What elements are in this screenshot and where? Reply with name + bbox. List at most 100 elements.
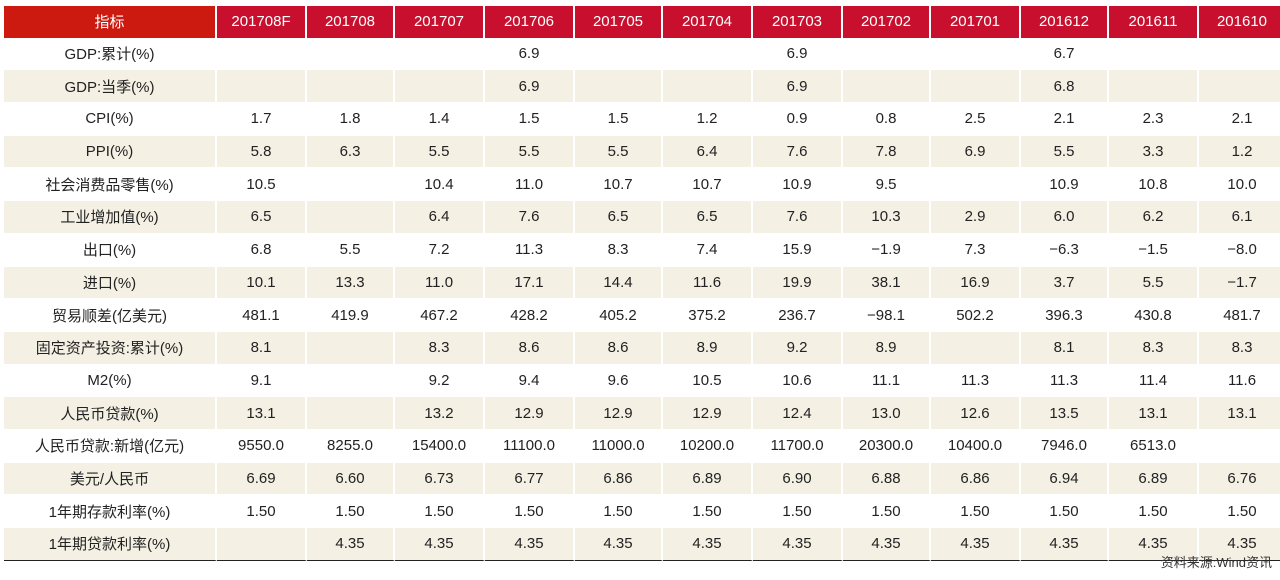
table-cell: 8.3 — [395, 331, 485, 365]
macro-indicator-table: 指标 201708F 201708 201707 201706 201705 201704… — [4, 6, 1280, 561]
table-cell — [843, 37, 931, 71]
table-cell: 19.9 — [753, 266, 843, 300]
table-cell: 9.4 — [485, 364, 575, 398]
header-row: 指标 201708F 201708 201707 201706 201705 201704… — [4, 6, 1280, 38]
table-cell: 10.5 — [217, 168, 307, 202]
table-cell: 6.9 — [753, 37, 843, 71]
row-label: 工业增加值(%) — [4, 201, 217, 234]
table-cell: 11.3 — [1021, 364, 1109, 398]
table-cell: 428.2 — [485, 299, 575, 332]
column-header-201702: 201702 — [843, 6, 931, 38]
table-cell: 1.50 — [1109, 495, 1199, 528]
table-cell: 6.5 — [663, 201, 753, 234]
table-cell: 10.5 — [663, 364, 753, 398]
table-cell: 7.4 — [663, 233, 753, 267]
table-cell: 375.2 — [663, 299, 753, 332]
table-cell: 38.1 — [843, 266, 931, 300]
table-cell: 10.1 — [217, 266, 307, 300]
table-cell: 13.3 — [307, 266, 395, 300]
table-cell: 14.4 — [575, 266, 663, 300]
table-cell: 10.9 — [753, 168, 843, 202]
table-cell: 9.1 — [217, 364, 307, 398]
table-row: GDP:累计(%) 6.9 6.9 6.7 — [4, 37, 1280, 71]
row-label: 出口(%) — [4, 233, 217, 267]
table-cell: −8.0 — [1199, 233, 1280, 267]
table-cell: 6.7 — [1021, 37, 1109, 71]
table-row: M2(%) 9.1 9.2 9.4 9.6 10.5 10.6 11.1 11.3 11.3 11.… — [4, 364, 1280, 398]
table-cell — [843, 70, 931, 104]
table-cell: 6.89 — [663, 462, 753, 496]
row-label: 1年期贷款利率(%) — [4, 528, 217, 561]
table-row: 出口(%) 6.8 5.5 7.2 11.3 8.3 7.4 15.9 −1.9 7.3 −6.3−… — [4, 233, 1280, 267]
column-header-201707: 201707 — [395, 6, 485, 38]
table-cell: 11.0 — [395, 266, 485, 300]
header-indicator-label: 指标 — [4, 6, 217, 38]
table-cell: 11700.0 — [753, 429, 843, 463]
table-row: PPI(%) 5.8 6.3 5.5 5.5 5.5 6.4 7.6 7.8 6.9 5.5 3.3 1… — [4, 135, 1280, 169]
table-cell: 1.50 — [575, 495, 663, 528]
table-cell: 6.86 — [931, 462, 1021, 496]
table-cell: 10400.0 — [931, 429, 1021, 463]
table-cell — [307, 331, 395, 365]
table-cell: 2.1 — [1199, 103, 1280, 136]
table-cell: 1.50 — [307, 495, 395, 528]
table-cell: 5.5 — [485, 135, 575, 169]
table-cell: 16.9 — [931, 266, 1021, 300]
table-cell: −98.1 — [843, 299, 931, 332]
table-cell: 1.7 — [217, 103, 307, 136]
table-cell: 10.9 — [1021, 168, 1109, 202]
table-cell: 6.5 — [575, 201, 663, 234]
table-cell: 9.2 — [753, 331, 843, 365]
table-cell: 419.9 — [307, 299, 395, 332]
table-cell — [307, 364, 395, 398]
table-cell: 4.35 — [931, 528, 1021, 561]
table-cell — [1199, 37, 1280, 71]
table-cell — [1109, 70, 1199, 104]
indicator-table-container: 指标 201708F 201708 201707 201706 201705 201704… — [4, 6, 1280, 561]
table-cell: 15400.0 — [395, 429, 485, 463]
table-cell — [395, 37, 485, 71]
table-cell: 2.3 — [1109, 103, 1199, 136]
table-cell: 10.3 — [843, 201, 931, 234]
table-cell: 12.9 — [575, 397, 663, 430]
row-label: 1年期存款利率(%) — [4, 495, 217, 528]
column-header-201708F: 201708F — [217, 6, 307, 38]
table-cell: 1.4 — [395, 103, 485, 136]
table-row: CPI(%) 1.7 1.8 1.4 1.5 1.5 1.2 0.9 0.8 2.5 2.1 2.3 2… — [4, 103, 1280, 136]
table-cell — [1199, 429, 1280, 463]
table-cell: 6.1 — [1199, 201, 1280, 234]
table-cell: 502.2 — [931, 299, 1021, 332]
table-cell: −1.9 — [843, 233, 931, 267]
table-cell: 6.9 — [485, 37, 575, 71]
table-cell: 6513.0 — [1109, 429, 1199, 463]
table-cell: 8.9 — [663, 331, 753, 365]
table-cell: 10.6 — [753, 364, 843, 398]
table-cell: 9.6 — [575, 364, 663, 398]
table-cell: 11.6 — [663, 266, 753, 300]
table-cell: 405.2 — [575, 299, 663, 332]
table-cell: 5.5 — [307, 233, 395, 267]
table-cell: 6.90 — [753, 462, 843, 496]
table-cell: 9550.0 — [217, 429, 307, 463]
table-cell: 1.50 — [1021, 495, 1109, 528]
table-cell: 1.8 — [307, 103, 395, 136]
table-cell: 4.35 — [485, 528, 575, 561]
table-cell: 13.1 — [1109, 397, 1199, 430]
table-cell: 13.5 — [1021, 397, 1109, 430]
table-cell: 13.0 — [843, 397, 931, 430]
table-cell: 4.35 — [1021, 528, 1109, 561]
table-cell: 1.50 — [753, 495, 843, 528]
table-cell: 8.1 — [1021, 331, 1109, 365]
table-cell: 11.0 — [485, 168, 575, 202]
column-header-201701: 201701 — [931, 6, 1021, 38]
table-cell: 0.8 — [843, 103, 931, 136]
row-label: GDP:累计(%) — [4, 37, 217, 71]
table-cell: 4.35 — [307, 528, 395, 561]
table-cell: 5.5 — [395, 135, 485, 169]
table-cell: 6.77 — [485, 462, 575, 496]
table-cell: 1.50 — [217, 495, 307, 528]
table-row: 贸易顺差(亿美元) 481.1 419.9 467.2 428.2 405.2 375.2 2… — [4, 299, 1280, 332]
table-cell: 6.3 — [307, 135, 395, 169]
table-cell: 15.9 — [753, 233, 843, 267]
table-cell — [307, 397, 395, 430]
